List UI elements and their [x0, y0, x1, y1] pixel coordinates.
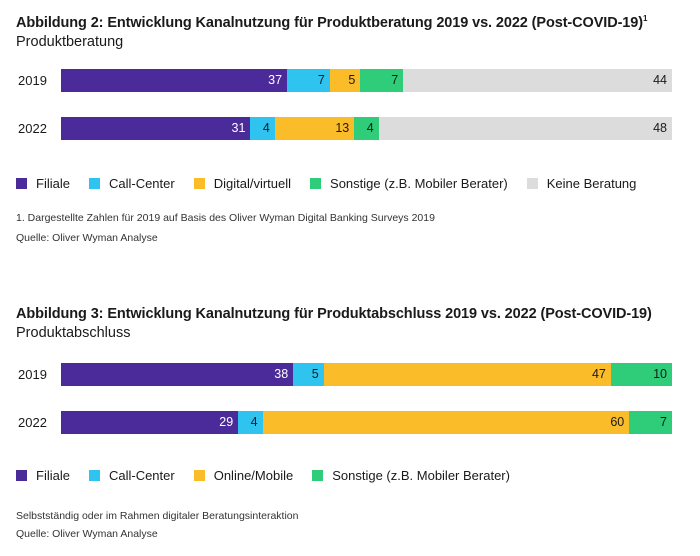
- legend-label: Filiale: [36, 468, 70, 483]
- legend-item-call-center: Call-Center: [88, 176, 175, 191]
- bar-segment-call-center: [250, 117, 275, 140]
- bar-segment-call-center: [238, 411, 263, 434]
- stacked-bar: 31 4 13 4 48: [61, 117, 672, 140]
- bar-segment-filiale: [61, 411, 239, 434]
- data-label: 60: [610, 415, 625, 429]
- legend-item-keine-beratung: Keine Beratung: [526, 176, 637, 191]
- figure-2-title-text: Abbildung 2: Entwicklung Kanalnutzung fü…: [16, 14, 643, 31]
- figure-2-legend: Filiale Call-Center Digital/virtuell Sonsti…: [16, 176, 655, 191]
- bar-segment-digital-virtuell: [329, 69, 361, 92]
- legend-label: Call-Center: [108, 176, 175, 191]
- category-label: 2019: [18, 73, 47, 88]
- legend-item-sonstige-z-b-mobiler-berater: Sonstige (z.B. Mobiler Berater): [310, 176, 508, 191]
- legend-label: Keine Beratung: [546, 176, 637, 191]
- bar-segment-filiale: [61, 363, 294, 386]
- bar-row-2019: 2019 37 7 5 7 44: [16, 69, 686, 92]
- figure-2-subtitle: Produktberatung: [16, 33, 124, 50]
- data-label: 48: [653, 121, 667, 135]
- data-label: 7: [660, 415, 667, 429]
- stacked-bar: 29 4 60 7: [61, 411, 672, 434]
- bar-segment-call-center: [287, 69, 330, 92]
- figure-3-legend: Filiale Call-Center Online/Mobile Sonstige …: [16, 468, 529, 483]
- legend-item-digital-virtuell: Digital/virtuell: [193, 176, 292, 191]
- figure-3-title: Abbildung 3: Entwicklung Kanalnutzung fü…: [16, 306, 652, 322]
- data-label: 5: [311, 367, 319, 381]
- stacked-bar: 38 5 47 10: [61, 363, 672, 386]
- legend-label: Call-Center: [108, 468, 175, 483]
- bar-segment-filiale: [61, 117, 251, 140]
- bar-segment-keine-beratung: [403, 69, 672, 92]
- legend-swatch: [193, 470, 205, 481]
- bar-segment-online-mobile: [323, 363, 611, 386]
- legend-item-filiale: Filiale: [16, 468, 70, 483]
- legend-label: Digital/virtuell: [213, 176, 292, 191]
- data-label: 29: [219, 415, 234, 429]
- legend-item-online-mobile: Online/Mobile: [193, 468, 294, 483]
- figure-3-footnote: Selbstständig oder im Rahmen digitaler B…: [16, 510, 299, 522]
- data-label: 4: [366, 121, 374, 135]
- bar-segment-call-center: [293, 363, 324, 386]
- legend-label: Sonstige (z.B. Mobiler Berater): [330, 176, 508, 191]
- legend-swatch: [193, 178, 205, 189]
- data-label: 44: [653, 73, 667, 87]
- bar-row-2022: 2022 29 4 60 7: [16, 411, 686, 434]
- legend-swatch: [526, 178, 538, 189]
- figure-2-title: Abbildung 2: Entwicklung Kanalnutzung fü…: [16, 14, 686, 31]
- figure-2-source: Quelle: Oliver Wyman Analyse: [16, 232, 158, 244]
- legend-item-filiale: Filiale: [16, 176, 70, 191]
- category-label: 2022: [18, 121, 47, 136]
- data-label: 38: [274, 367, 289, 381]
- data-label: 7: [317, 73, 325, 87]
- figure-2-title-footnote-mark: 1: [642, 14, 648, 23]
- bar-segment-online-mobile: [262, 411, 630, 434]
- category-label: 2022: [18, 415, 47, 430]
- data-label: 37: [268, 73, 283, 87]
- legend-label: Sonstige (z.B. Mobiler Berater): [332, 468, 510, 483]
- data-label: 31: [231, 121, 246, 135]
- figure-3-subtitle: Produktabschluss: [16, 325, 131, 341]
- data-label: 7: [391, 73, 399, 87]
- bar-row-2019: 2019 38 5 47 10: [16, 363, 686, 386]
- figure-3: Abbildung 3: Entwicklung Kanalnutzung fü…: [16, 306, 686, 540]
- legend-label: Filiale: [36, 176, 70, 191]
- stacked-bar: 37 7 5 7 44: [61, 69, 672, 92]
- data-label: 5: [348, 73, 356, 87]
- data-label: 10: [653, 367, 667, 381]
- bar-segment-sonstige-z-b-mobiler-berater: [360, 69, 404, 92]
- data-label: 4: [250, 415, 258, 429]
- legend-swatch: [16, 178, 27, 189]
- legend-swatch: [88, 470, 100, 481]
- bar-segment-filiale: [61, 69, 288, 92]
- data-label: 47: [591, 367, 606, 381]
- bar-segment-sonstige-z-b-mobiler-berater: [629, 411, 672, 434]
- figure-2-footnote: 1. Dargestellte Zahlen für 2019 auf Basi…: [16, 212, 435, 224]
- data-label: 13: [335, 121, 350, 135]
- legend-swatch: [88, 178, 100, 189]
- bar-segment-sonstige-z-b-mobiler-berater: [354, 117, 379, 140]
- bar-segment-keine-beratung: [378, 117, 672, 140]
- bar-segment-sonstige-z-b-mobiler-berater: [610, 363, 672, 386]
- category-label: 2019: [18, 367, 47, 382]
- data-label: 4: [262, 121, 270, 135]
- legend-item-call-center: Call-Center: [88, 468, 175, 483]
- bar-row-2022: 2022 31 4 13 4 48: [16, 117, 686, 140]
- legend-swatch: [312, 470, 324, 481]
- figure-2-chart: 2019 37 7 5 7 44 2022 31 4 13 4 48: [16, 69, 686, 149]
- figure-3-chart: 2019 38 5 47 10 2022 29 4 60 7: [16, 363, 686, 443]
- bar-segment-digital-virtuell: [274, 117, 355, 140]
- legend-item-sonstige-z-b-mobiler-berater: Sonstige (z.B. Mobiler Berater): [312, 468, 510, 483]
- figure-3-source: Quelle: Oliver Wyman Analyse: [16, 528, 158, 540]
- legend-swatch: [310, 178, 322, 189]
- legend-swatch: [16, 470, 27, 481]
- legend-label: Online/Mobile: [213, 468, 294, 483]
- figure-2: Abbildung 2: Entwicklung Kanalnutzung fü…: [16, 14, 686, 244]
